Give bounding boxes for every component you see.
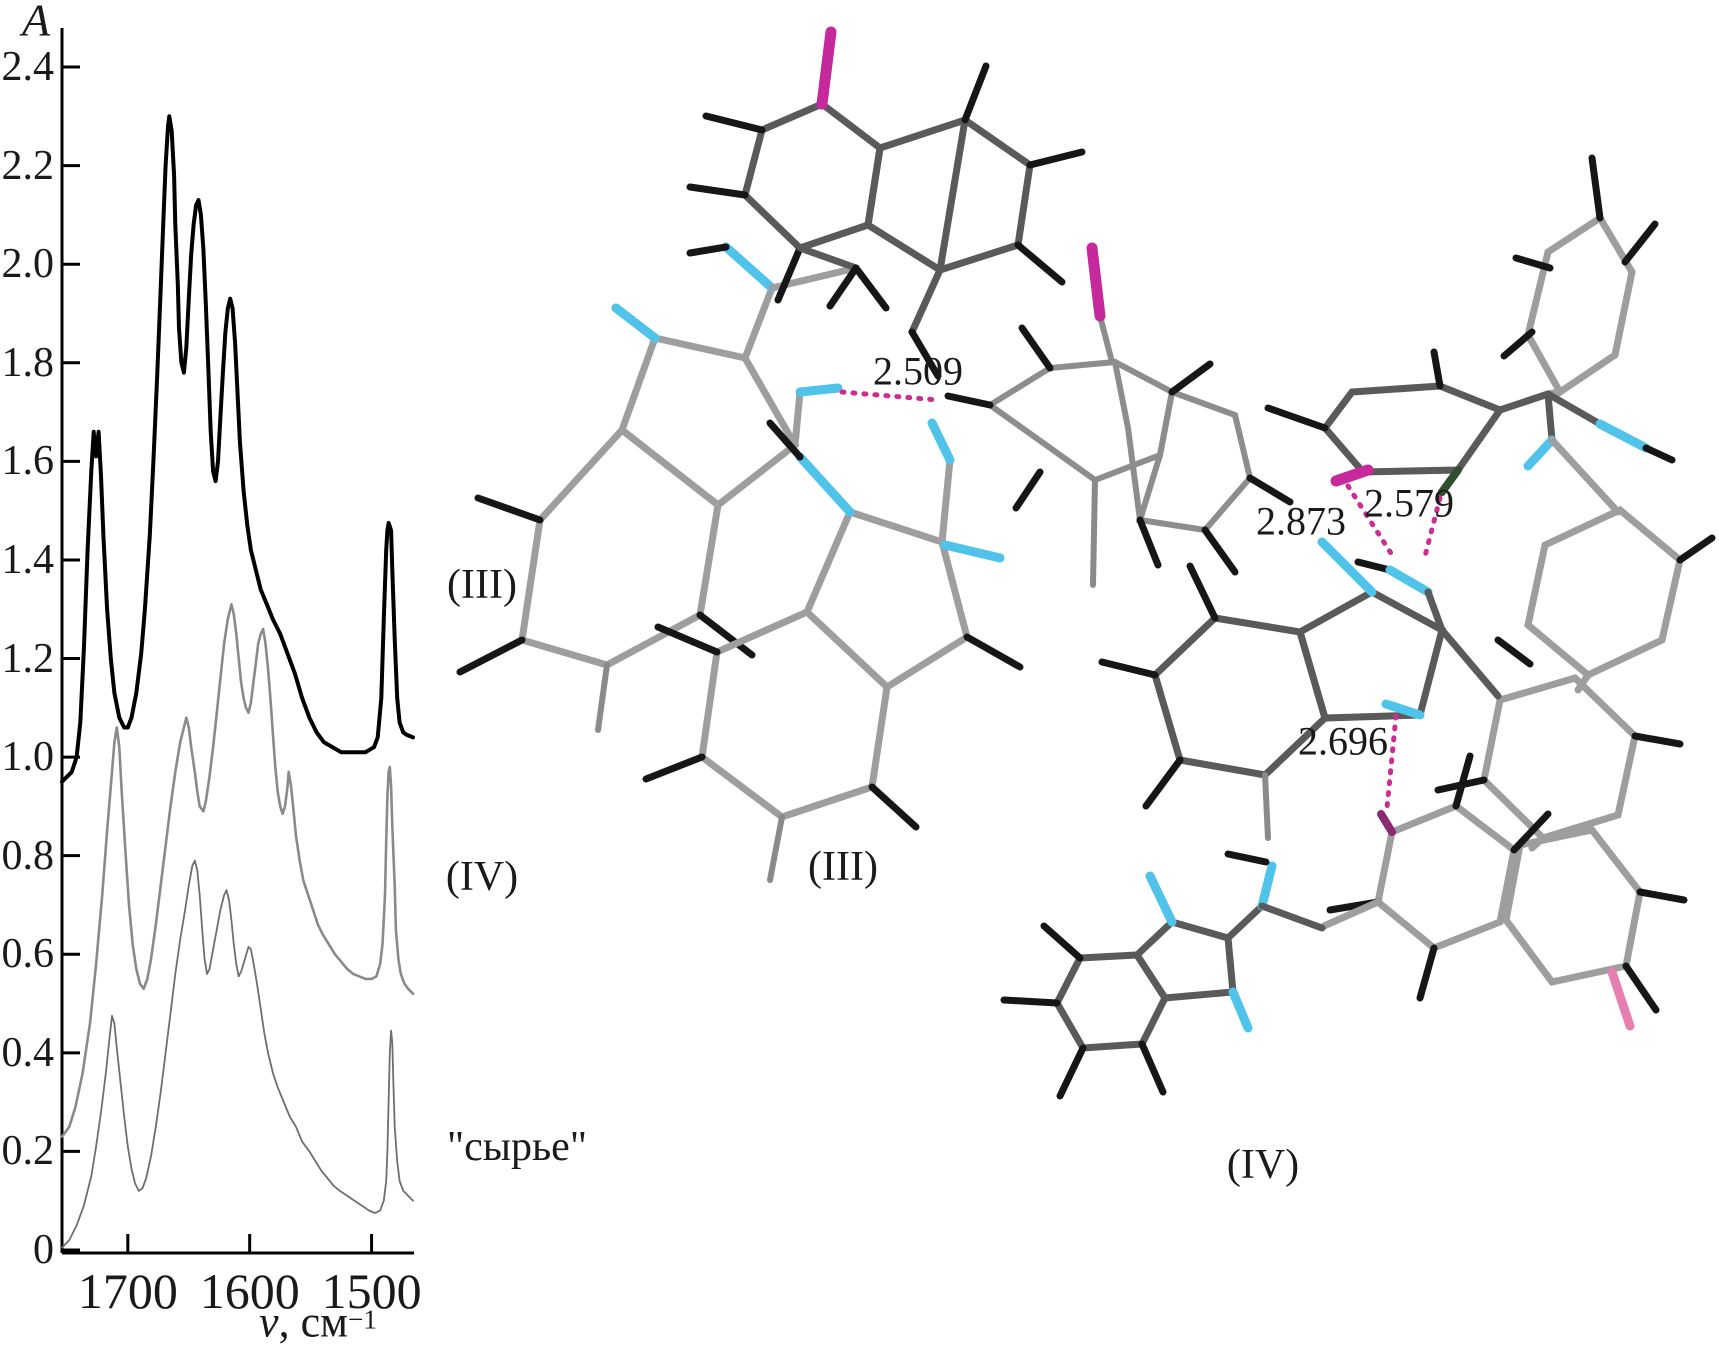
nh-nitrogen-stick xyxy=(1523,435,1557,471)
nh-nitrogen-stick xyxy=(940,540,1005,563)
curve-label-iii: (III) xyxy=(447,562,517,608)
y-axis-title: A xyxy=(21,0,51,46)
y-tick-label: 1.6 xyxy=(1,438,55,485)
nh-donor-stick xyxy=(1385,565,1433,597)
halogen-atom-stick xyxy=(1438,466,1462,496)
y-tick-label: 1.8 xyxy=(1,339,55,386)
hbond-distance-label: 2.579 xyxy=(1364,480,1454,526)
x-tick-label: 1500 xyxy=(321,1263,422,1319)
hbond-acceptor-atom xyxy=(1377,810,1396,836)
hydrogen-bond-dotted-line xyxy=(1345,483,1397,561)
y-tick-label: 0 xyxy=(33,1227,54,1273)
y-tick-label: 1.2 xyxy=(1,635,55,682)
nh-nitrogen-stick xyxy=(611,303,660,343)
bromine-atom-stick xyxy=(816,26,837,110)
nh-donor-stick xyxy=(1381,699,1425,720)
y-tick-label: 1.4 xyxy=(1,536,55,583)
y-tick-label: 0.6 xyxy=(1,931,55,978)
x-axis-title-nu: ν xyxy=(259,1297,279,1347)
y-tick-label: 0.2 xyxy=(1,1128,55,1175)
hydrogen-bond-dotted-line xyxy=(839,389,941,403)
y-tick-label: 2.2 xyxy=(1,142,55,189)
y-tick-label: 1.0 xyxy=(1,734,55,781)
nh-nitrogen-stick xyxy=(1228,987,1253,1033)
bromine-atom-stick xyxy=(1330,464,1374,487)
y-tick-label: 2.4 xyxy=(1,44,55,91)
spectrum-curve-2 xyxy=(61,859,414,1249)
nh-donor-stick xyxy=(795,383,843,397)
nh-nitrogen-stick xyxy=(1145,871,1177,927)
x-tick-label: 1600 xyxy=(199,1263,300,1319)
spectrum-curve-1 xyxy=(60,602,415,1138)
y-tick-label: 0.4 xyxy=(1,1029,55,1076)
hbond-distance-label: 2.509 xyxy=(873,348,963,394)
x-axis-title-sup: −1 xyxy=(347,1304,377,1335)
x-tick-label: 1700 xyxy=(77,1263,178,1319)
ir-spectrum-plot xyxy=(60,28,415,1255)
nh-nitrogen-stick xyxy=(721,242,777,293)
hbond-distance-label: 2.696 xyxy=(1298,718,1388,764)
fluorine-atom-stick xyxy=(1607,967,1635,1031)
y-tick-label: 0.8 xyxy=(1,832,55,879)
structure-label-iv: (IV) xyxy=(1226,1142,1300,1188)
hydrogen-bond-dotted-line xyxy=(1421,495,1443,563)
bromine-atom-stick xyxy=(1086,242,1106,322)
hydrogen-bond-dotted-line xyxy=(1384,713,1399,811)
curve-label-iv: (IV) xyxy=(445,854,519,900)
molecule-iv-structure xyxy=(1000,154,1716,1100)
y-tick-label: 2.0 xyxy=(1,241,55,288)
hbond-distance-label: 2.873 xyxy=(1256,498,1346,544)
nh-nitrogen-stick xyxy=(795,452,855,517)
structure-label-iii: (III) xyxy=(808,844,878,890)
molecule-iii-structure xyxy=(456,26,1294,883)
x-axis-title: ν, см−1 xyxy=(259,1297,377,1348)
nh-nitrogen-stick xyxy=(1257,861,1277,911)
hbond-acceptor-hydrogen xyxy=(944,392,994,409)
x-axis-title-units: , см xyxy=(278,1297,348,1347)
nh-nitrogen-stick xyxy=(1595,419,1651,453)
curve-label-raw-material: "сырье" xyxy=(447,1124,587,1170)
nh-nitrogen-stick xyxy=(1317,537,1377,597)
nh-nitrogen-stick xyxy=(927,418,955,465)
spectrum-curve-0 xyxy=(60,114,415,784)
